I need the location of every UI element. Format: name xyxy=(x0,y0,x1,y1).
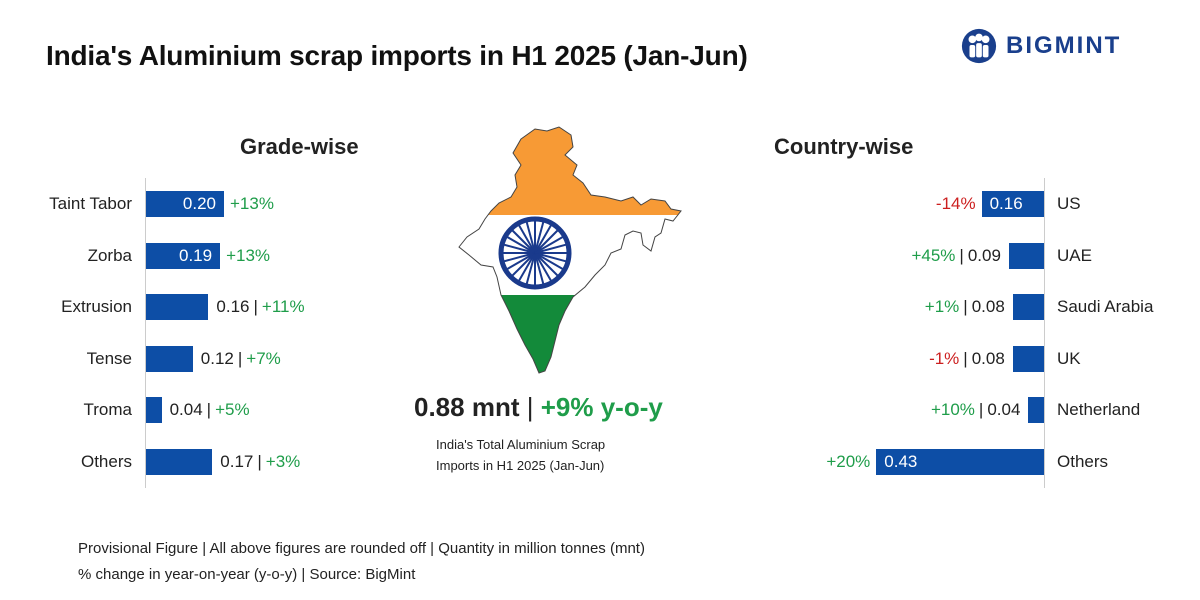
country-category-label: Netherland xyxy=(1057,400,1141,419)
grade-label-separator: | xyxy=(206,400,212,419)
country-bar xyxy=(1012,345,1044,372)
footnote-line-1: Provisional Figure | All above figures a… xyxy=(78,540,645,557)
total-value: 0.88 mnt xyxy=(414,392,520,422)
grade-category-label: Troma xyxy=(83,400,133,419)
country-change-label: +20% xyxy=(826,451,871,471)
country-value-label: 0.43 xyxy=(884,451,918,471)
country-category-label: US xyxy=(1057,194,1081,213)
country-change-label: -14% xyxy=(935,194,976,213)
country-bar xyxy=(1008,242,1044,269)
country-label-separator: | xyxy=(978,400,984,419)
grade-bar xyxy=(146,397,162,423)
grade-value-label: 0.20 xyxy=(182,194,216,213)
grade-change-label: +11% xyxy=(261,297,305,316)
grade-category-label: Extrusion xyxy=(61,297,132,316)
footnote-line-2: % change in year-on-year (y-o-y) | Sourc… xyxy=(78,566,416,583)
country-axis-line xyxy=(1044,178,1045,488)
grade-change-label: +5% xyxy=(215,400,250,419)
grade-category-label: Taint Tabor xyxy=(49,194,132,213)
ashoka-chakra-icon xyxy=(498,216,572,290)
grade-label-separator: | xyxy=(253,297,258,316)
grade-bar xyxy=(146,242,221,269)
grade-value-label: 0.19 xyxy=(179,245,213,265)
grade-value-label: 0.17 xyxy=(220,451,254,471)
country-change-label: +10% xyxy=(930,400,975,419)
country-bar xyxy=(1012,294,1044,320)
grade-label-separator: | xyxy=(237,348,243,368)
country-bar xyxy=(981,191,1044,217)
country-value-label: 0.08 xyxy=(971,348,1005,368)
country-value-label: 0.09 xyxy=(967,245,1001,265)
grade-value-label: 0.12 xyxy=(200,348,234,368)
total-caption-line-2: Imports in H1 2025 (Jan-Jun) xyxy=(436,458,605,473)
india-flag-map-icon xyxy=(458,126,682,374)
country-value-label: 0.04 xyxy=(987,400,1021,419)
country-category-label: Others xyxy=(1057,451,1109,471)
chart-title: India's Aluminium scrap imports in H1 20… xyxy=(46,40,748,71)
grade-bar xyxy=(146,448,213,475)
total-separator: | xyxy=(526,392,534,422)
brand-logo: BIGMINT xyxy=(960,26,1121,66)
bigmint-logo-icon xyxy=(961,28,997,64)
country-category-label: UAE xyxy=(1057,245,1092,265)
country-label-separator: | xyxy=(959,245,964,265)
grade-category-label: Tense xyxy=(86,348,132,368)
country-label-separator: | xyxy=(963,348,968,368)
grade-value-label: 0.04 xyxy=(169,400,203,419)
grade-bar xyxy=(146,191,224,217)
grade-axis-line xyxy=(145,178,146,488)
total-yoy-change: +9% y-o-y xyxy=(540,392,663,422)
country-value-label: 0.16 xyxy=(989,194,1023,213)
total-imports-figure: 0.88 mnt | +9% y-o-y xyxy=(414,392,663,423)
grade-panel-heading: Grade-wise xyxy=(240,134,359,159)
grade-value-label: 0.16 xyxy=(216,297,250,316)
grade-bar xyxy=(146,345,193,372)
country-bar xyxy=(876,448,1044,475)
country-label-separator: | xyxy=(963,297,968,316)
country-panel-heading: Country-wise xyxy=(774,134,914,159)
country-change-label: +1% xyxy=(924,297,960,316)
grade-change-label: +7% xyxy=(246,348,281,368)
grade-change-label: +3% xyxy=(265,451,301,471)
grade-category-label: Zorba xyxy=(87,245,132,265)
country-category-label: UK xyxy=(1057,348,1081,368)
country-category-label: Saudi Arabia xyxy=(1057,297,1154,316)
total-imports-caption: India's Total Aluminium Scrap Imports in… xyxy=(436,434,646,476)
grade-category-label: Others xyxy=(80,451,132,471)
grade-bar xyxy=(146,294,209,320)
grade-change-label: +13% xyxy=(230,194,274,213)
brand-name: BIGMINT xyxy=(1006,32,1122,59)
grade-change-label: +13% xyxy=(226,245,271,265)
total-caption-line-1: India's Total Aluminium Scrap xyxy=(436,437,606,452)
country-bar xyxy=(1028,397,1044,423)
grade-label-separator: | xyxy=(257,451,262,471)
country-change-label: -1% xyxy=(929,348,960,368)
country-change-label: +45% xyxy=(911,245,956,265)
country-value-label: 0.08 xyxy=(971,297,1005,316)
